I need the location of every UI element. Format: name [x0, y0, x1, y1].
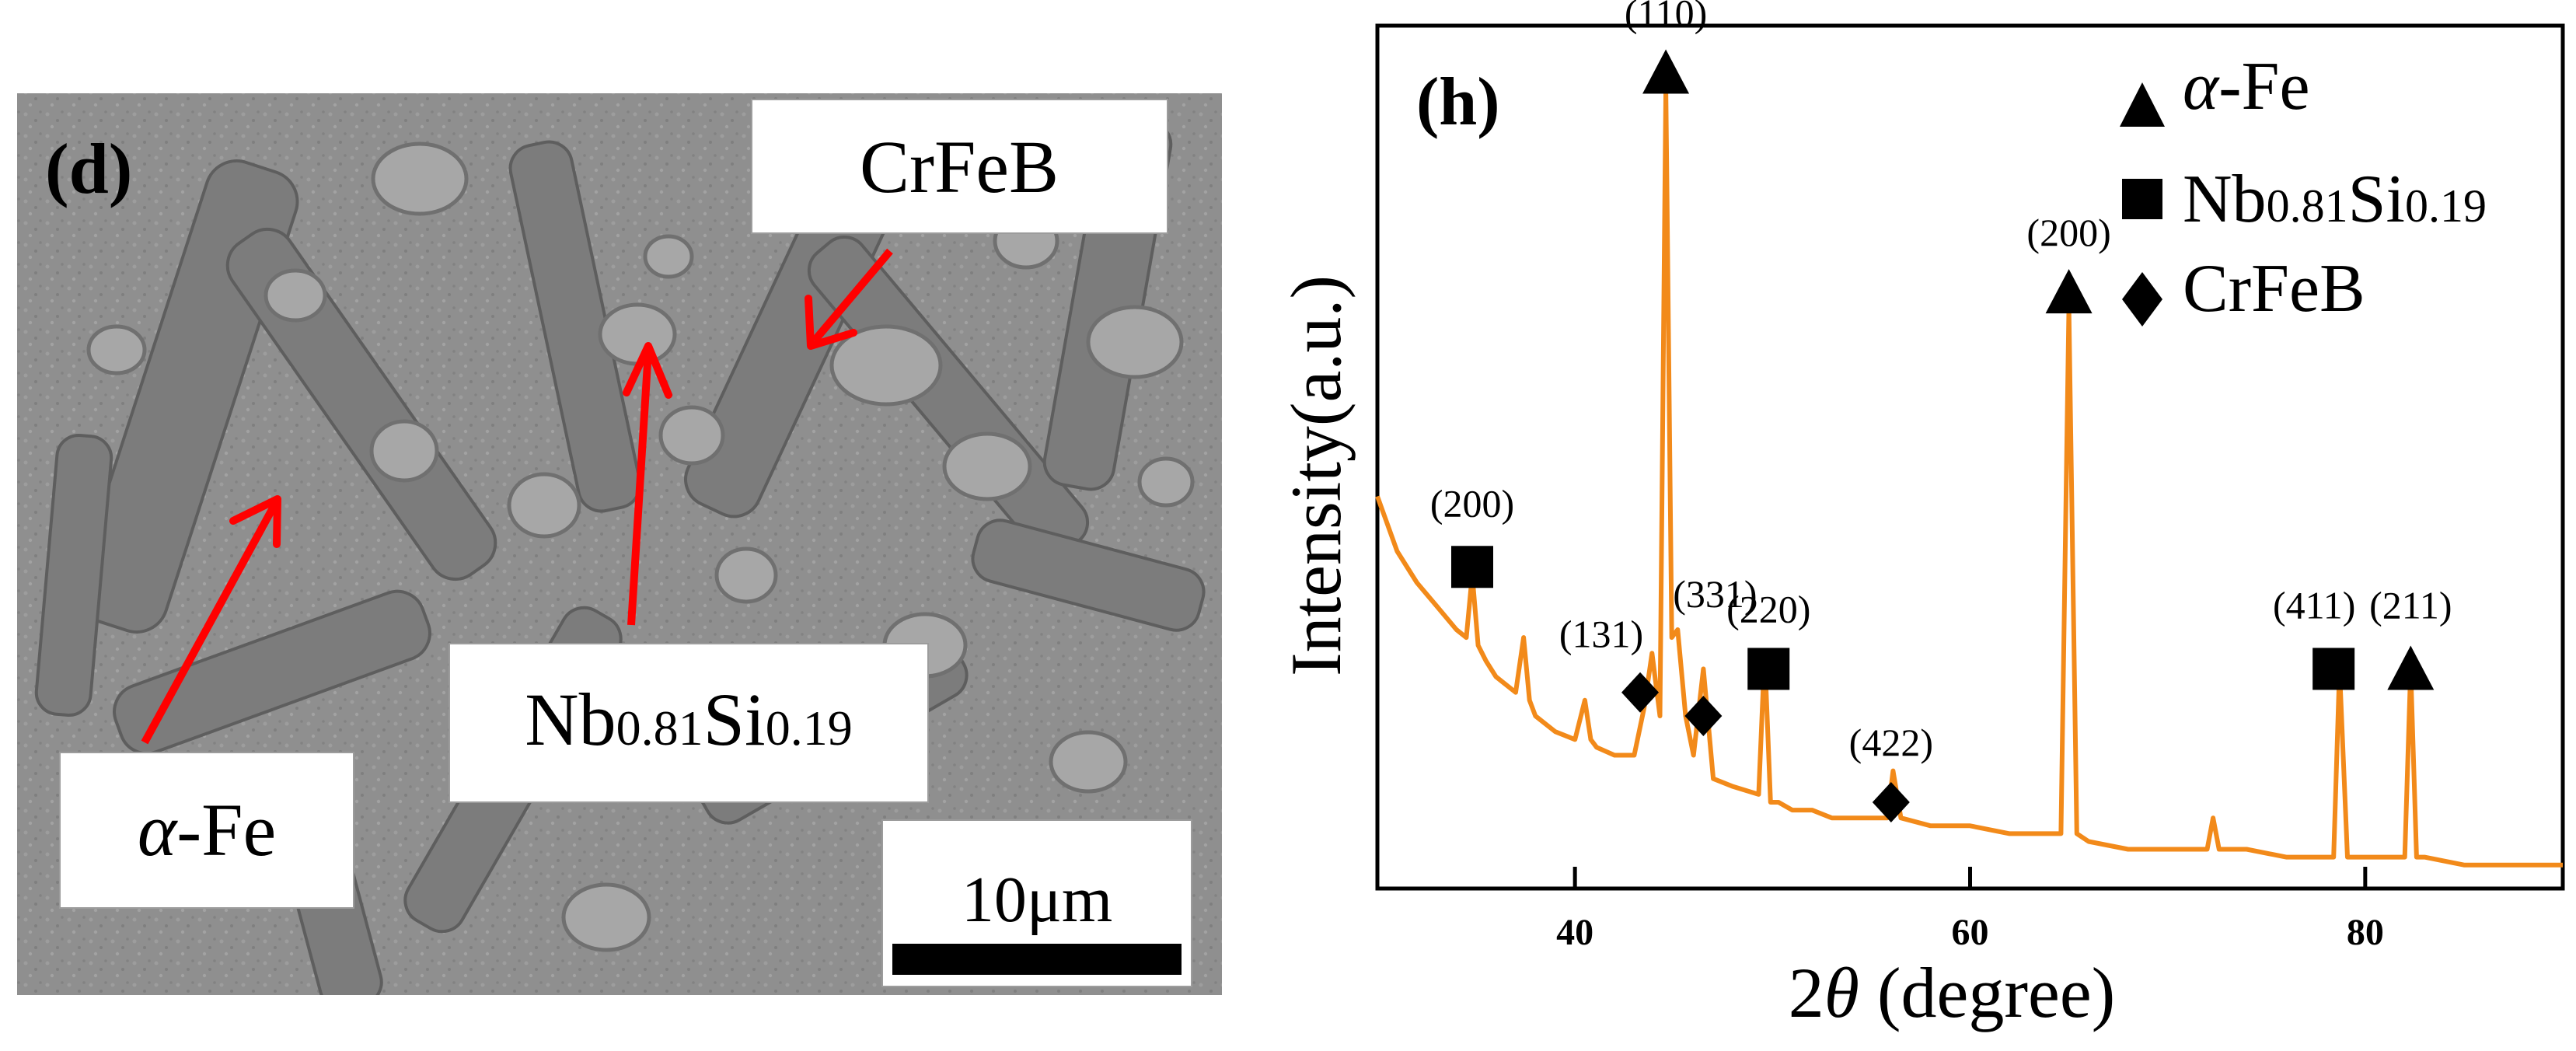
legend-entry-alpha-fe: α-Fe [2120, 49, 2310, 127]
legend-entry-crfeb: CrFeB [2122, 251, 2365, 326]
peak-hkl-label: (131) [1559, 613, 1643, 656]
alpha-fe-label: α-Fe [59, 752, 354, 909]
peak-hkl-label: (220) [1726, 587, 1810, 630]
legend-nbsi-sub2: 0.19 [2405, 180, 2487, 232]
arrows [141, 248, 893, 745]
x-axis-tick-labels: 40 60 80 [1556, 912, 2384, 953]
plot-frame [1375, 23, 2565, 891]
legend-label-alpha-fe: α-Fe [2183, 49, 2310, 124]
legend-nbsi-mid: Si [2348, 162, 2405, 237]
scale-bar-text: 10μm [962, 864, 1112, 936]
alpha-suffix: -Fe [176, 788, 276, 871]
peak-marker-square [2312, 648, 2355, 690]
peak-marker-triangle [2387, 645, 2435, 690]
peak-marker-diamond [1872, 782, 1910, 822]
legend-entry-nbsi: Nb0.81Si0.19 [2122, 162, 2487, 237]
peak-marker-triangle [2045, 269, 2093, 314]
peak-hkl-label: (422) [1849, 721, 1933, 764]
legend-alpha-text: -Fe [2218, 49, 2309, 124]
x-label-suffix: (degree) [1859, 953, 2115, 1032]
nbsi-label: Nb0.81Si0.19 [449, 643, 929, 803]
peak-hkl-label: (331) [1673, 572, 1757, 616]
alpha-fe-text: α-Fe [138, 788, 276, 871]
x-label-theta: θ [1824, 953, 1859, 1032]
scale-bar: 10μm [881, 819, 1192, 987]
x-tick-label: 60 [1952, 912, 1989, 953]
arrow-nbsi [623, 342, 672, 626]
alpha-symbol: α [138, 788, 178, 871]
legend-nbsi-base: Nb [2183, 162, 2267, 237]
legend-label-nbsi: Nb0.81Si0.19 [2183, 162, 2487, 237]
peak-hkl-label: (211) [2369, 583, 2452, 627]
chart-panel-label: (h) [1416, 65, 1500, 140]
arrow-alpha-fe [141, 495, 281, 745]
nbsi-sub2: 0.19 [766, 700, 853, 756]
sem-panel: (d) CrFeB Nb0.81Si0.19 α-Fe 10μm [17, 93, 1222, 995]
peak-marker-diamond [1621, 672, 1660, 713]
arrow-crfeb [805, 248, 893, 350]
crfeb-label: CrFeB [751, 99, 1168, 234]
legend-marker-triangle [2120, 82, 2165, 127]
x-label-prefix: 2 [1789, 953, 1824, 1032]
peak-annotations: (200) (131) (110) (331)(220) (422) (200) (411)… [1430, 0, 2452, 822]
legend-label-crfeb: CrFeB [2183, 251, 2365, 326]
x-tick-label: 40 [1556, 912, 1593, 953]
legend-nbsi-sub1: 0.81 [2267, 180, 2348, 232]
legend-marker-diamond [2122, 272, 2162, 326]
peak-hkl-label: (200) [1430, 481, 1514, 525]
x-axis-label: 2θ (degree) [1789, 953, 2116, 1032]
peak-marker-square [1747, 648, 1790, 690]
peak-marker-triangle [1642, 49, 1690, 94]
nbsi-sub1: 0.81 [616, 700, 703, 756]
series-line-xrd-pattern [1375, 86, 2563, 868]
x-axis-ticks [1572, 867, 2368, 889]
peak-hkl-label: (110) [1625, 0, 1707, 35]
nbsi-text: Nb0.81Si0.19 [525, 678, 852, 761]
peak-hkl-label: (200) [2026, 211, 2110, 254]
nbsi-mid: Si [703, 678, 766, 761]
crfeb-text: CrFeB [860, 125, 1059, 208]
peak-marker-diamond [1684, 696, 1723, 736]
nbsi-base: Nb [525, 678, 616, 761]
legend: α-Fe Nb0.81Si0.19 CrFeB [2120, 49, 2487, 326]
legend-marker-square [2122, 179, 2162, 219]
xrd-chart: 40 60 80 2θ (degree) Intensity(a.u.) (h) (… [1276, 0, 2565, 1032]
sem-panel-label: (d) [45, 129, 132, 208]
peak-hkl-label: (411) [2273, 583, 2355, 627]
x-tick-label: 80 [2347, 912, 2384, 953]
y-axis-label: Intensity(a.u.) [1276, 275, 1356, 676]
legend-alpha-symbol: α [2183, 49, 2220, 124]
peak-marker-square [1451, 546, 1493, 588]
